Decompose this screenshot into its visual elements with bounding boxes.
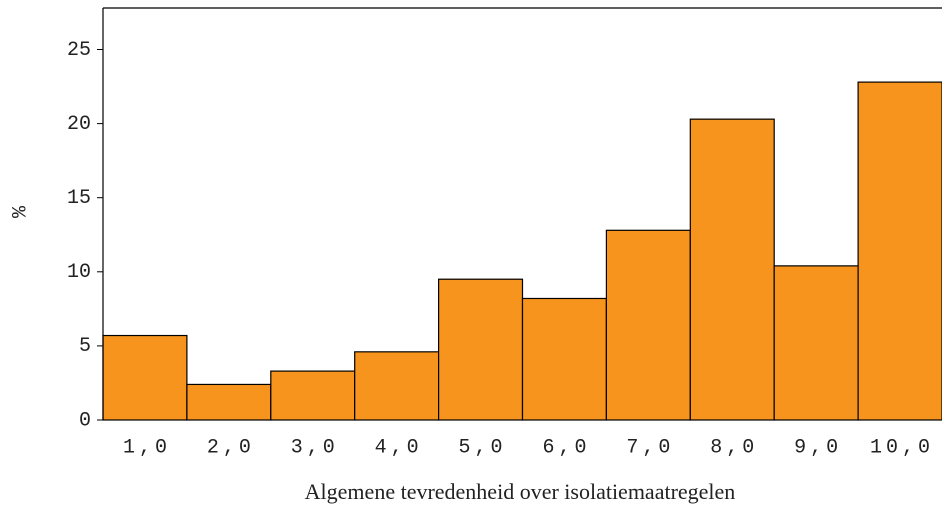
- bar: [773, 265, 859, 421]
- bar: [102, 334, 188, 421]
- x-tick-label: 7,0: [626, 436, 674, 459]
- y-tick-label: 5: [79, 335, 91, 358]
- bar: [689, 118, 775, 421]
- x-tick-label: 9,0: [794, 436, 842, 459]
- y-tick-label: 10: [67, 261, 91, 284]
- y-axis-label: %: [9, 205, 32, 218]
- bar: [521, 297, 608, 421]
- x-axis-label: Algemene tevredenheid over isolatiemaatr…: [305, 479, 736, 504]
- bar: [857, 81, 942, 421]
- x-tick-label: 8,0: [710, 436, 758, 459]
- x-tick-label: 5,0: [459, 436, 507, 459]
- y-tick-label: 20: [67, 113, 91, 136]
- x-tick-label: 6,0: [542, 436, 590, 459]
- x-tick-label: 4,0: [375, 436, 423, 459]
- bar: [270, 370, 356, 421]
- x-tick-label: 3,0: [291, 436, 339, 459]
- bar: [605, 229, 691, 421]
- x-tick-label: 10,0: [870, 436, 934, 459]
- bar: [354, 351, 440, 421]
- y-tick-label: 15: [67, 187, 91, 210]
- x-tick-label: 1,0: [123, 436, 171, 459]
- x-tick-label: 2,0: [207, 436, 255, 459]
- y-tick-label: 25: [67, 39, 91, 62]
- bar: [186, 383, 272, 421]
- y-tick-label: 0: [79, 409, 91, 432]
- bar: [438, 278, 524, 421]
